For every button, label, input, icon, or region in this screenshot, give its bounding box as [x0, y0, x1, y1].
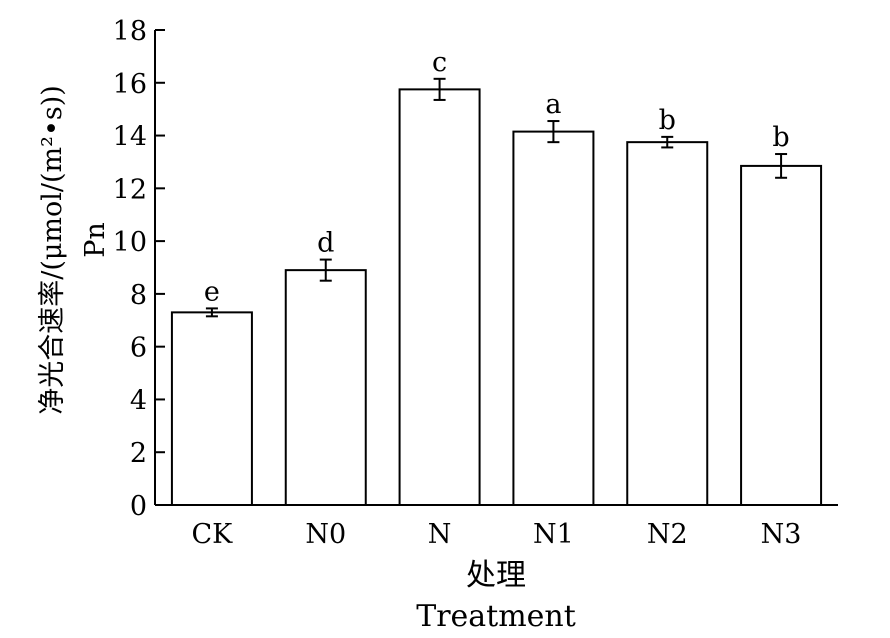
significance-label: c	[432, 47, 447, 78]
error-bar-n3	[775, 153, 788, 179]
significance-label: d	[317, 228, 334, 259]
significance-labels: e d c a b b	[204, 47, 790, 308]
significance-label: e	[204, 276, 220, 307]
y-tick-label: 12	[113, 174, 147, 205]
x-tick-label: N3	[761, 519, 802, 550]
x-axis-label-en: Treatment	[416, 599, 576, 634]
significance-label: a	[545, 89, 561, 120]
x-tick-label: N2	[647, 519, 688, 550]
error-bar-ck	[205, 307, 218, 318]
y-tick-label: 14	[113, 122, 147, 153]
x-axis-category-labels: CK N0 N N1 N2 N3	[191, 519, 801, 550]
significance-label: b	[659, 105, 676, 136]
bars	[170, 88, 823, 506]
bar-n0	[284, 269, 367, 506]
error-bar-n1	[547, 120, 560, 144]
bar-n1	[512, 130, 595, 506]
significance-label: b	[772, 122, 789, 153]
y-tick-label: 6	[130, 333, 147, 364]
bar-n2	[626, 141, 709, 506]
error-bar-n	[433, 77, 446, 101]
y-axis-ticks: 0 2 4 6 8 10 12 14 16 18	[113, 16, 165, 522]
y-tick-label: 0	[130, 491, 147, 522]
y-tick-label: 8	[130, 280, 147, 311]
x-axis-label-cn: 处理	[466, 558, 526, 593]
y-tick-label: 2	[130, 438, 147, 469]
error-bar-n0	[319, 258, 332, 282]
x-tick-label: N	[428, 519, 452, 550]
error-bars	[205, 77, 788, 318]
y-axis-label-pn: Pn	[80, 222, 111, 258]
y-tick-label: 4	[130, 385, 147, 416]
bar-n	[398, 88, 481, 506]
y-tick-label: 10	[113, 227, 147, 258]
y-tick-label: 18	[113, 16, 147, 47]
error-bar-n2	[661, 135, 674, 149]
bar-n3	[740, 164, 823, 506]
x-tick-label: CK	[191, 519, 233, 550]
y-axis-label-cn: 净光合速率/(μmol/(m²•s))	[37, 85, 68, 415]
bar-ck	[170, 311, 253, 506]
x-tick-label: N0	[305, 519, 346, 550]
x-tick-label: N1	[533, 519, 574, 550]
axes	[154, 30, 838, 506]
y-tick-label: 16	[113, 69, 147, 100]
